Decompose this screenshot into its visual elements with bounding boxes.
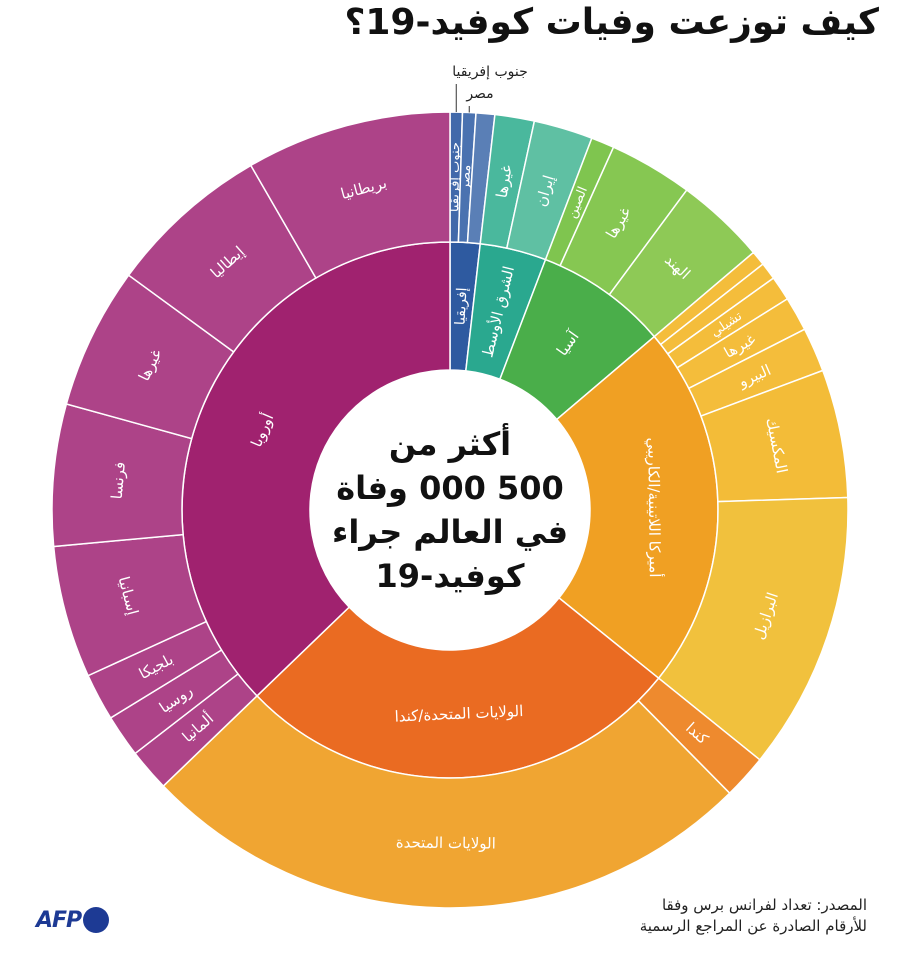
region-label: أميركا اللاتينية/الكاريبي bbox=[643, 437, 665, 577]
country-slice bbox=[162, 694, 731, 909]
source-line-1: المصدر: تعداد لفرانس برس وفقا bbox=[661, 896, 867, 914]
afp-logo-dot-icon bbox=[83, 907, 110, 933]
source-line-2: للأرقام الصادرة عن المراجع الرسمية bbox=[639, 917, 867, 935]
region-label: إفريقيا bbox=[452, 287, 470, 326]
country-slice bbox=[249, 111, 451, 279]
center-text-line: في العالم جراء bbox=[332, 513, 568, 551]
chart-title: كيف توزعت وفيات كوفيد-19؟ bbox=[344, 2, 879, 43]
country-label: فرنسا bbox=[108, 461, 129, 500]
center-circle bbox=[312, 372, 588, 648]
source-note: المصدر: تعداد لفرانس برس وفقا للأرقام ال… bbox=[640, 895, 867, 937]
afp-logo: AFP bbox=[36, 907, 110, 933]
country-label: مصر bbox=[458, 164, 474, 191]
country-label: غيرها bbox=[493, 163, 516, 199]
center-text-line: أكثر من bbox=[389, 423, 511, 463]
country-label: الولايات المتحدة bbox=[396, 833, 496, 852]
afp-logo-text: AFP bbox=[36, 907, 82, 933]
callout-label: جنوب إفريقيا bbox=[452, 64, 528, 80]
callout-label: مصر bbox=[465, 86, 493, 102]
region-label: الولايات المتحدة/كندا bbox=[394, 702, 523, 726]
center-text-line: 500 000 وفاة bbox=[336, 469, 564, 507]
center-text-line: كوفيد-19 bbox=[376, 557, 525, 595]
